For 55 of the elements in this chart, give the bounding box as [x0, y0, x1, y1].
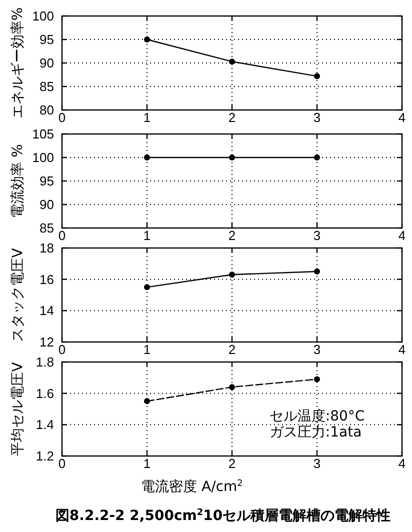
annotation: セル温度:80°C: [269, 408, 365, 424]
y-axis-title: スタック電圧V: [10, 248, 26, 342]
y-tick-label: 105: [32, 126, 54, 142]
point: [314, 73, 320, 80]
x-tick-label: 4: [398, 456, 406, 471]
x-tick-label: 1: [143, 110, 151, 125]
x-tick-label: 1: [143, 228, 151, 243]
y-axis-title: 電流効率 %: [10, 144, 26, 218]
y-tick-label: 90: [40, 56, 54, 70]
y-axis-title: エネルギー効率%: [10, 7, 26, 119]
point: [314, 268, 320, 274]
y-tick-label: 12: [40, 334, 54, 350]
y-tick-label: 100: [32, 8, 54, 24]
y-tick-label: 18: [40, 240, 54, 256]
y-tick-label: 85: [40, 220, 54, 236]
y-tick-label: 16: [40, 272, 54, 287]
x-tick-label: 0: [58, 342, 66, 357]
text: 図8.2.2-2 2,500cm$^{2}$10セル積層電解槽の電解特性: [55, 508, 391, 524]
y-tick-label: 90: [40, 197, 54, 212]
y-tick-label: 80: [40, 102, 54, 118]
x-tick-label: 2: [228, 342, 236, 357]
point: [144, 398, 150, 404]
x-tick-label: 1: [143, 342, 151, 357]
x-tick-label: 0: [58, 456, 66, 471]
x-tick-label: 3: [313, 110, 321, 125]
x-tick-label: 4: [398, 110, 406, 125]
point: [229, 272, 235, 278]
y-tick-label: 95: [40, 32, 54, 47]
x-tick-label: 0: [58, 228, 66, 243]
annotation: ガス圧力:1ata: [269, 424, 362, 440]
x-tick-label: 3: [313, 342, 321, 357]
x-tick-label: 3: [313, 228, 321, 243]
y-axis-title: 平均セル電圧V: [10, 362, 26, 456]
x-tick-label: 2: [228, 456, 236, 471]
x-tick-label: 2: [228, 110, 236, 125]
x-tick-label: 4: [398, 228, 406, 243]
x-tick-label: 4: [398, 342, 406, 357]
point: [229, 58, 235, 65]
point: [144, 36, 150, 42]
x-tick-label: 0: [58, 110, 66, 125]
y-tick-label: 1.6: [36, 386, 54, 401]
x-tick-label: 3: [313, 456, 321, 471]
y-tick-label: 1.8: [36, 354, 54, 370]
x-tick-label: 2: [228, 228, 236, 243]
point: [144, 284, 150, 290]
x-tick-label: 1: [143, 456, 151, 471]
y-tick-label: 14: [40, 303, 54, 318]
point: [229, 384, 235, 390]
y-tick-label: 85: [40, 79, 54, 94]
y-tick-label: 1.4: [36, 417, 54, 432]
point: [314, 376, 320, 382]
y-tick-label: 95: [40, 174, 54, 188]
x-axis-title: 電流密度 A/cm$^{2}$: [141, 479, 243, 495]
y-tick-label: 1.2: [36, 448, 54, 464]
y-tick-label: 100: [32, 150, 54, 165]
